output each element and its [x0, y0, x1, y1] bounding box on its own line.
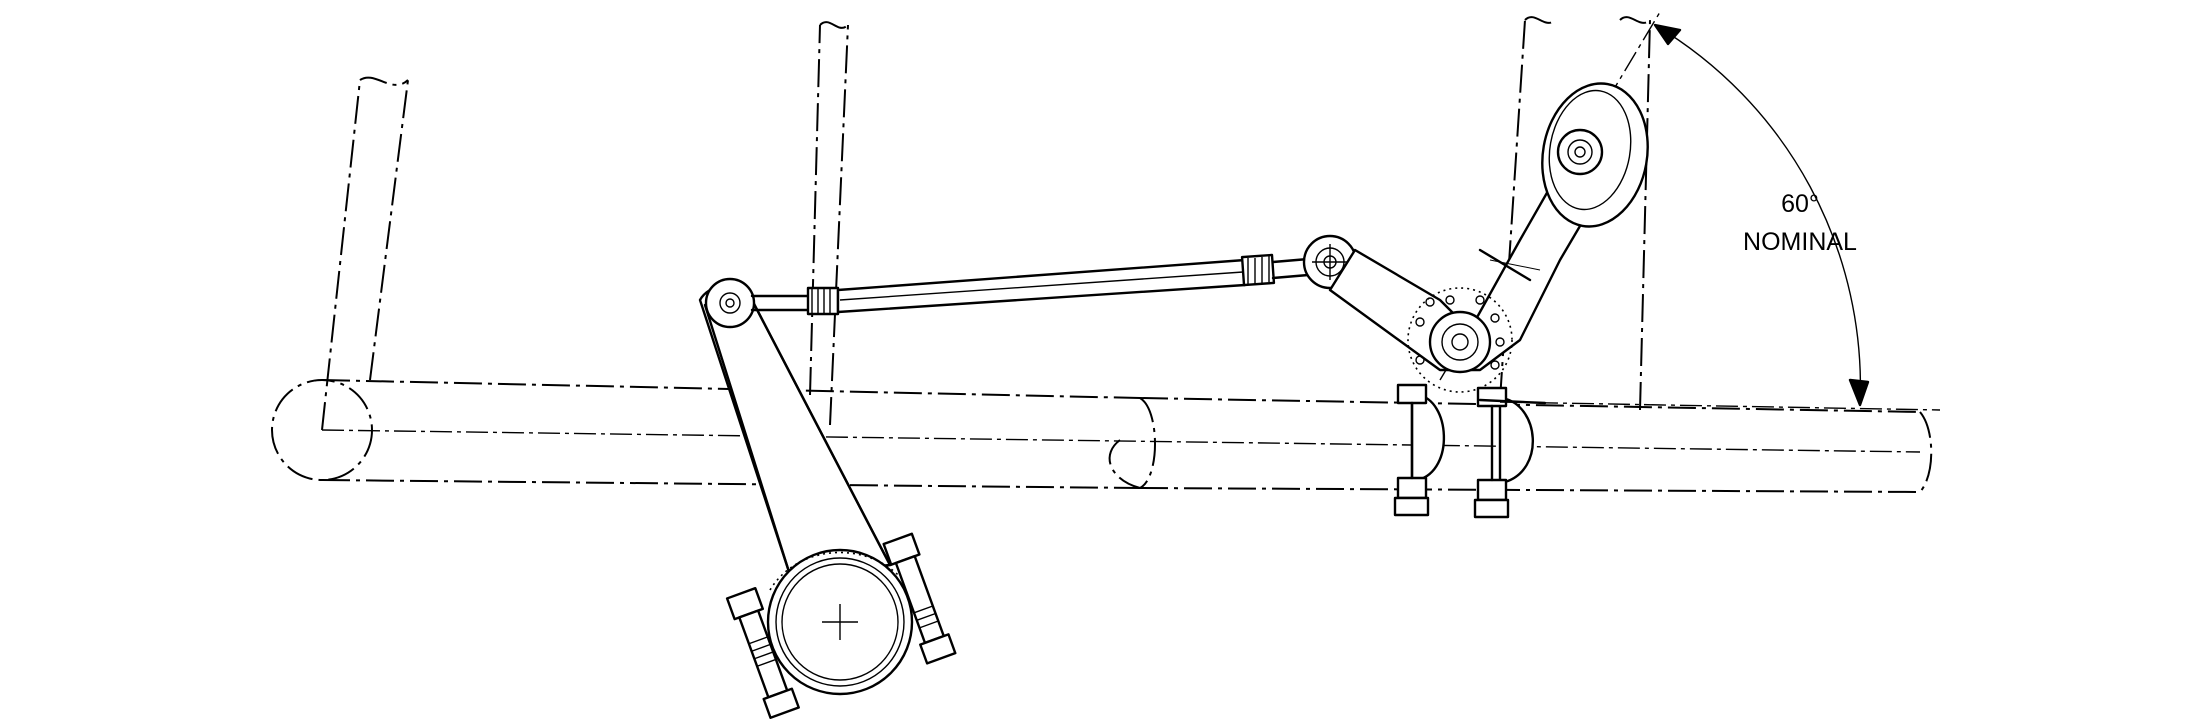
bellcrank-arm-left: [698, 277, 892, 577]
tube-clamp-left: [725, 532, 957, 719]
angle-dimension: [1499, 23, 1941, 411]
tube-clamp-right: [1393, 383, 1547, 519]
phantom-frame: [271, 16, 1933, 493]
tie-rod: [750, 253, 1322, 316]
center-lines: [321, 11, 1921, 453]
pulley-wheel: [1541, 82, 1649, 228]
angle-note-label: NOMINAL: [1743, 228, 1857, 256]
angle-value-label: 60°: [1781, 190, 1819, 218]
